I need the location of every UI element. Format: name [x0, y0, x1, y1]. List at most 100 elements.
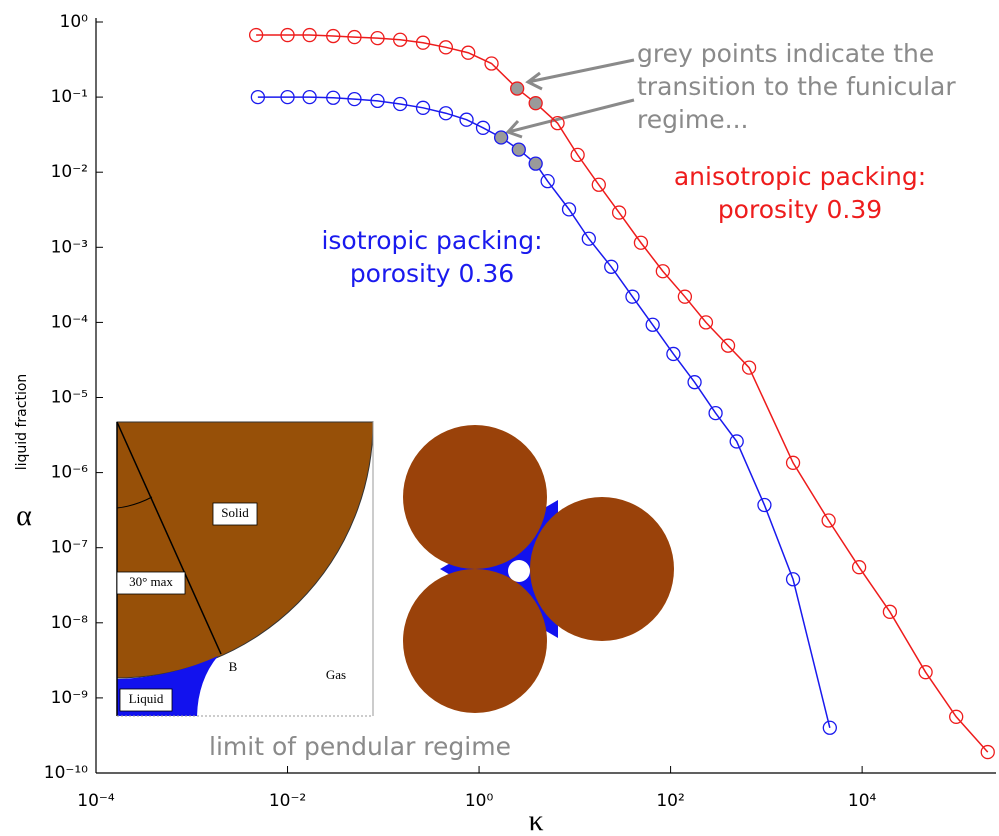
data-point [561, 202, 577, 217]
data-point [655, 264, 670, 279]
annotation: limit of pendular regime [209, 732, 511, 761]
data-point [949, 709, 964, 724]
data-point [666, 346, 681, 362]
data-point [475, 120, 491, 135]
y-tick-label: 10⁻⁷ [51, 538, 89, 558]
data-point [493, 130, 509, 145]
data-point [581, 231, 596, 246]
data-point [347, 91, 362, 107]
data-point [528, 156, 543, 171]
data-point [785, 455, 801, 470]
y-tick-label: 10⁻¹ [51, 87, 88, 107]
x-tick-label: 10⁰ [465, 791, 494, 811]
data-point [741, 360, 757, 375]
arrow [505, 98, 635, 139]
data-point [326, 28, 341, 44]
annotation: regime... [637, 105, 749, 134]
radial-line [116, 421, 222, 655]
inset-label: 30° max [129, 574, 173, 589]
x-tick-label: 10² [656, 791, 684, 811]
data-point [698, 315, 714, 330]
data-point [550, 115, 565, 131]
data-point [882, 604, 898, 619]
data-point [687, 375, 702, 390]
sphere [530, 497, 674, 641]
data-point [625, 289, 640, 304]
data-point [370, 93, 385, 109]
solid-region [116, 421, 374, 679]
data-point [280, 27, 295, 43]
data-point [511, 142, 526, 157]
annotation: porosity 0.36 [350, 259, 514, 288]
data-point [729, 434, 744, 449]
data-point [757, 497, 772, 513]
label-box [119, 688, 173, 712]
data-point [370, 30, 385, 46]
data-point [645, 317, 660, 332]
x-tick-label: 10⁻² [269, 791, 306, 811]
data-point [720, 338, 736, 353]
data-point [415, 35, 431, 50]
data-point [528, 96, 543, 111]
data-point [918, 665, 933, 680]
data-point [461, 45, 476, 60]
annotation: grey points indicate the [637, 39, 934, 68]
y-tick-label: 10⁻⁵ [51, 388, 88, 408]
angle-arc [116, 496, 153, 509]
data-point [633, 235, 649, 250]
data-point [611, 205, 627, 220]
label-box [212, 502, 258, 526]
inset-label: B [229, 659, 238, 674]
data-point [591, 177, 606, 192]
x-tick-label: 10⁴ [848, 791, 877, 811]
data-point [708, 405, 723, 421]
annotation: isotropic packing: [321, 226, 542, 255]
series-line [256, 34, 989, 753]
inset-label: Gas [326, 667, 346, 682]
label-box [116, 571, 186, 595]
data-point [851, 560, 867, 575]
sphere [403, 569, 547, 713]
data-point [250, 89, 266, 105]
y-tick-label: 10⁻⁴ [51, 312, 89, 332]
data-point [393, 96, 408, 112]
inset-pore: Solid 30° max B Gas Liquid [116, 421, 374, 717]
data-point [604, 259, 619, 274]
data-point [393, 32, 408, 47]
x-tick-label: 10⁻⁴ [77, 791, 115, 811]
data-point [438, 106, 454, 121]
data-point [540, 174, 555, 189]
y-tick-label: 10⁻² [51, 162, 88, 182]
x-axis-label: κ [528, 804, 543, 836]
arrows [505, 58, 635, 139]
data-point [785, 572, 801, 587]
data-point [302, 89, 317, 105]
data-point [326, 90, 341, 105]
arrow [525, 58, 635, 91]
data-point [459, 112, 474, 127]
data-point [484, 56, 499, 71]
data-point [302, 27, 317, 43]
y-tick-label: 10⁻⁹ [51, 688, 89, 708]
data-point [415, 100, 431, 115]
y-tick-label: 10⁻⁶ [51, 463, 89, 483]
y-tick-label: 10⁰ [60, 12, 89, 32]
y-axis-symbol: α [16, 499, 32, 532]
data-point [347, 29, 362, 45]
void [508, 560, 530, 582]
y-tick-label: 10⁻¹⁰ [44, 763, 88, 783]
annotation: transition to the funicular [637, 72, 956, 101]
data-point [438, 40, 454, 55]
y-tick-label: 10⁻³ [51, 237, 88, 257]
data-point [677, 289, 693, 304]
annotation: anisotropic packing: [674, 162, 926, 191]
data-point [822, 720, 837, 735]
data-point [248, 27, 264, 43]
data-point [510, 81, 525, 96]
y-axis-label: liquid fraction [14, 374, 30, 471]
inset-spheres [403, 425, 674, 713]
data-point [980, 744, 995, 760]
sphere [403, 425, 547, 569]
